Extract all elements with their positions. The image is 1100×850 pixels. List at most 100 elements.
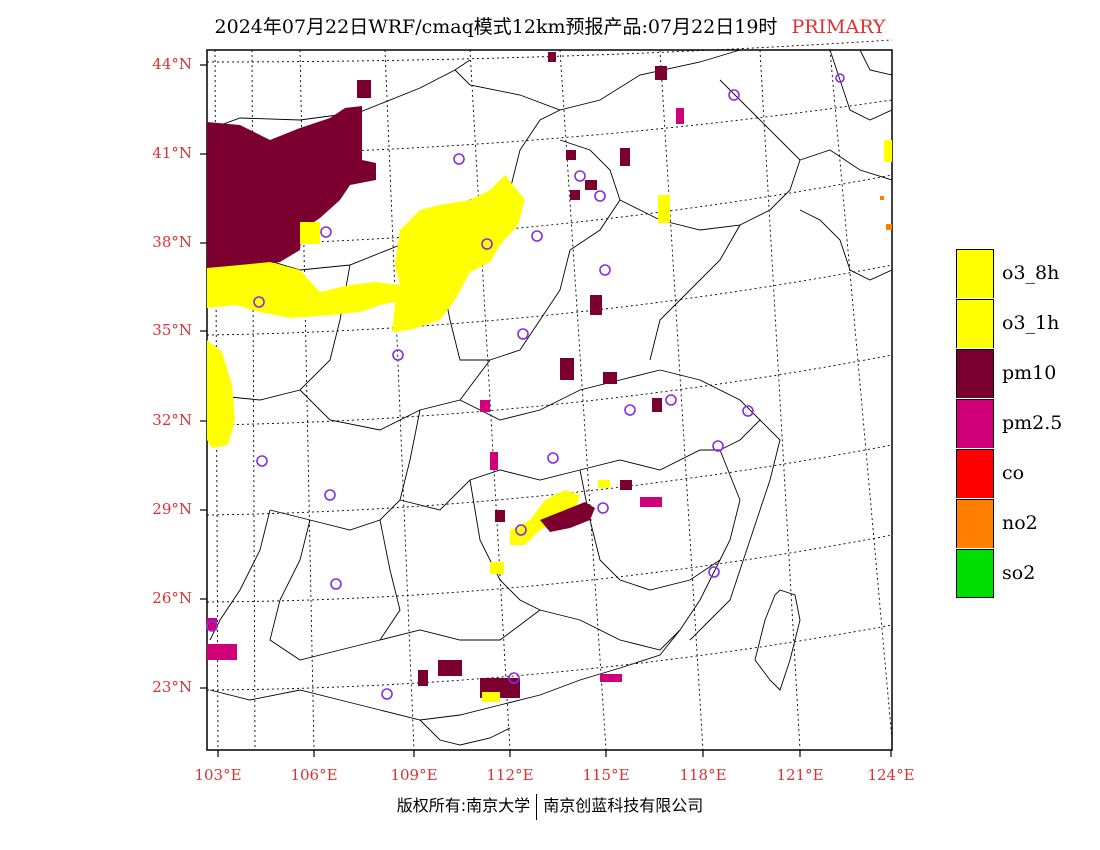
station-marker[interactable] xyxy=(330,578,342,590)
legend-label: so2 xyxy=(1002,562,1036,584)
copyright-left: 版权所有:南京大学 xyxy=(396,796,531,815)
station-marker[interactable] xyxy=(599,264,611,276)
legend-item-pm10: pm10 xyxy=(956,348,1062,398)
o3-region-west xyxy=(207,262,405,318)
legend-label: co xyxy=(1002,462,1025,484)
o3-patch xyxy=(884,140,892,162)
pm10-region-northwest xyxy=(207,106,376,270)
map-title: 2024年07月22日WRF/cmaq模式12km预报产品:07月22日19时 P… xyxy=(0,12,1100,39)
station-marker[interactable] xyxy=(453,153,465,165)
pm10-patch xyxy=(603,372,617,384)
legend-label: pm10 xyxy=(1002,362,1057,384)
pollution-fields xyxy=(207,52,892,702)
pm10-patch xyxy=(357,80,371,98)
no2-patch xyxy=(886,224,892,230)
pm10-patch xyxy=(652,398,662,412)
station-marker[interactable] xyxy=(835,73,845,83)
pm10-patch xyxy=(620,148,630,166)
legend-item-no2: no2 xyxy=(956,498,1062,548)
legend-item-pm25: pm2.5 xyxy=(956,398,1062,448)
lon-label-112: 112°E xyxy=(486,766,534,784)
o3-patch xyxy=(598,480,610,488)
no2-patch xyxy=(880,196,884,200)
pm25-patch xyxy=(480,400,490,412)
pm10-patch xyxy=(495,510,505,522)
lat-label-44: 44°N xyxy=(152,55,192,73)
station-marker[interactable] xyxy=(392,349,404,361)
lat-label-32: 32°N xyxy=(152,411,192,429)
legend: o3_8h o3_1h pm10 pm2.5 co no2 so2 xyxy=(956,248,1062,598)
pm10-region-central xyxy=(540,502,595,532)
station-marker[interactable] xyxy=(508,672,520,684)
lon-label-118: 118°E xyxy=(679,766,727,784)
station-marker[interactable] xyxy=(547,452,559,464)
legend-swatch xyxy=(956,498,994,548)
o3-region-loess xyxy=(392,175,525,332)
title-primary-tag: PRIMARY xyxy=(791,16,886,38)
pm25-patch xyxy=(490,452,498,470)
legend-label: o3_8h xyxy=(1002,262,1060,284)
pm25-patch xyxy=(676,108,684,124)
station-marker[interactable] xyxy=(324,489,336,501)
lon-label-106: 106°E xyxy=(290,766,338,784)
pm10-patch xyxy=(566,150,576,160)
lat-label-29: 29°N xyxy=(152,500,192,518)
legend-swatch xyxy=(956,448,994,498)
legend-swatch xyxy=(956,398,994,448)
pm10-patch xyxy=(655,66,667,80)
legend-item-so2: so2 xyxy=(956,548,1062,598)
lon-label-103: 103°E xyxy=(194,766,242,784)
station-marker[interactable] xyxy=(742,405,754,417)
copyright-right: 南京创蓝科技有限公司 xyxy=(543,796,704,815)
pm10-patch xyxy=(590,295,602,315)
pm25-patch xyxy=(207,618,217,630)
station-marker[interactable] xyxy=(665,394,677,406)
legend-label: pm2.5 xyxy=(1002,412,1063,434)
station-marker[interactable] xyxy=(381,688,393,700)
station-marker[interactable] xyxy=(597,502,609,514)
legend-label: o3_1h xyxy=(1002,312,1060,334)
station-marker[interactable] xyxy=(206,620,218,632)
legend-item-o3-8h: o3_8h xyxy=(956,248,1062,298)
station-marker[interactable] xyxy=(712,440,724,452)
legend-swatch xyxy=(956,548,994,598)
lon-label-121: 121°E xyxy=(776,766,824,784)
copyright-separator xyxy=(536,793,538,820)
station-marker[interactable] xyxy=(708,566,720,578)
station-marker[interactable] xyxy=(253,296,265,308)
pm10-patch xyxy=(418,670,428,686)
lat-label-38: 38°N xyxy=(152,233,192,251)
station-marker[interactable] xyxy=(320,226,332,238)
station-marker[interactable] xyxy=(531,230,543,242)
station-markers xyxy=(206,73,845,700)
lat-label-41: 41°N xyxy=(152,144,192,162)
o3-region-edge xyxy=(207,340,235,448)
title-text: 2024年07月22日WRF/cmaq模式12km预报产品:07月22日19时 xyxy=(214,16,778,38)
lon-label-109: 109°E xyxy=(390,766,438,784)
station-marker[interactable] xyxy=(515,524,527,536)
legend-item-co: co xyxy=(956,448,1062,498)
pm10-patch xyxy=(560,358,574,380)
legend-swatch xyxy=(956,248,994,298)
lat-label-35: 35°N xyxy=(152,321,192,339)
legend-item-o3-1h: o3_1h xyxy=(956,298,1062,348)
station-marker[interactable] xyxy=(481,238,493,250)
station-marker[interactable] xyxy=(574,170,586,182)
station-marker[interactable] xyxy=(594,190,606,202)
station-marker[interactable] xyxy=(624,404,636,416)
o3-patch xyxy=(482,692,500,702)
axis-ticks xyxy=(200,64,892,757)
station-marker[interactable] xyxy=(517,328,529,340)
legend-label: no2 xyxy=(1002,512,1038,534)
legend-swatch xyxy=(956,348,994,398)
station-marker[interactable] xyxy=(256,455,268,467)
pm10-patch xyxy=(585,180,597,190)
o3-region-central xyxy=(510,490,580,545)
pm10-patch xyxy=(438,660,462,676)
o3-patch xyxy=(658,195,670,223)
station-marker[interactable] xyxy=(728,89,740,101)
pm25-patch xyxy=(600,674,622,682)
o3-patch xyxy=(490,562,504,574)
pm10-patch xyxy=(570,190,580,200)
